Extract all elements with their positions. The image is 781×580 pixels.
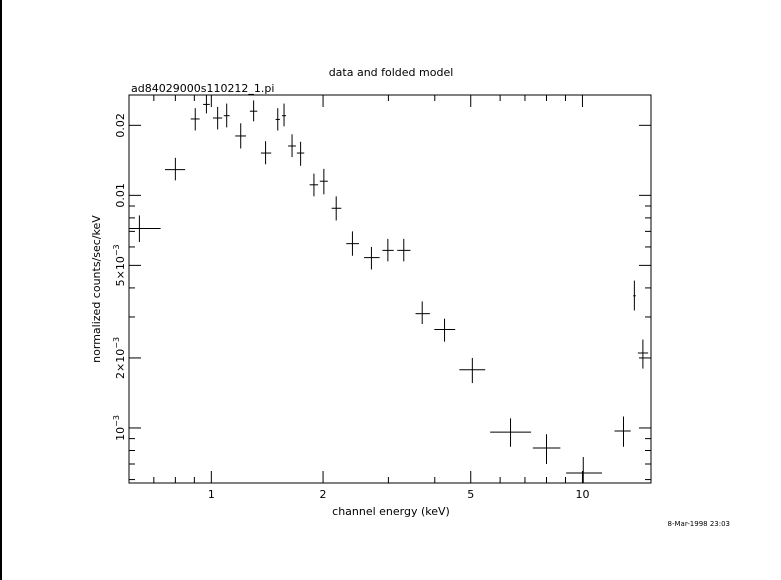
y-tick-label: 10−3 [112,415,127,441]
x-tick-label: 2 [320,488,327,501]
data-point [288,134,296,158]
data-point [382,238,394,262]
data-point [260,141,272,165]
data-point [319,168,328,195]
data-point [490,418,532,447]
data-point [281,103,287,127]
y-tick-label: 0.01 [114,183,127,208]
y-tick-label: 5×10−3 [112,244,127,286]
data-point [346,231,360,256]
data-point [203,95,210,114]
x-tick-label: 5 [467,488,474,501]
data-points [129,95,649,483]
data-point [235,123,247,149]
svg-text:0.01: 0.01 [114,183,127,208]
data-point [633,280,636,311]
y-tick-labels: 10−3 2×10−3 5×10−3 0.01 0.02 [112,113,127,441]
data-point [249,100,258,122]
x-tick-labels: 1 2 5 10 [208,488,590,501]
x-tick-label: 10 [575,488,589,501]
data-point [190,108,200,131]
data-point [415,301,430,324]
data-point [434,318,456,342]
left-border [0,0,2,580]
data-point [212,106,223,130]
axis-ticks [128,95,651,483]
y-tick-label: 0.02 [114,113,127,137]
data-point [129,215,161,243]
y-axis-label: normalized counts/sec/keV [90,215,103,363]
data-point [364,246,380,270]
svg-text:10−3: 10−3 [112,415,127,441]
plot-frame [128,94,652,484]
chart-subtitle: ad84029000s110212_1.pi [131,82,274,95]
data-point [459,357,486,384]
data-point [296,141,305,166]
data-point [614,416,631,447]
data-point [275,108,280,131]
svg-text:2×10−3: 2×10−3 [112,337,127,379]
data-point [331,196,342,221]
x-tick-label: 1 [208,488,215,501]
svg-text:5×10−3: 5×10−3 [112,244,127,286]
data-point [397,238,411,262]
data-point [532,434,561,465]
data-point [637,339,649,369]
plot-timestamp: 8-Mar-1998 23:03 [668,520,730,528]
data-point [309,173,319,197]
x-axis-label: channel energy (keV) [332,505,450,518]
data-point [164,157,186,181]
svg-text:0.02: 0.02 [114,113,127,137]
chart-title: data and folded model [329,66,454,79]
y-tick-label: 2×10−3 [112,337,127,379]
data-point [223,103,230,128]
data-point [566,457,603,483]
